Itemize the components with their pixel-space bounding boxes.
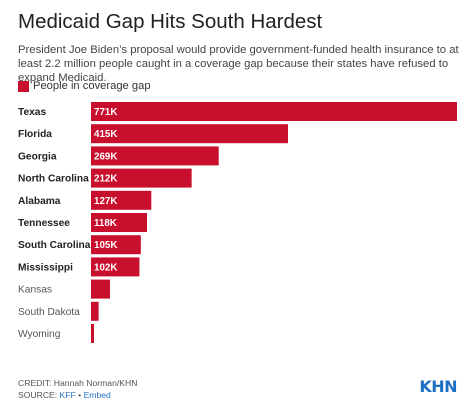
chart-title: Medicaid Gap Hits South Hardest — [18, 10, 323, 33]
embed-link[interactable]: Embed — [83, 389, 111, 400]
category-label: Wyoming — [18, 329, 61, 340]
category-label: Alabama — [18, 196, 61, 207]
source-prefix: SOURCE: — [18, 389, 60, 400]
bar-value-label: 771K — [94, 107, 117, 118]
bar[interactable] — [91, 257, 140, 277]
bar[interactable] — [91, 301, 99, 321]
category-label: Texas — [18, 107, 46, 118]
bar-chart: Texas 771K Florida 415K Georgia 269K North Car… — [18, 102, 457, 343]
bar-value-label: 415K — [94, 129, 117, 140]
bar-value-label: 105K — [94, 240, 117, 251]
source-line: SOURCE: KFF • Embed — [18, 390, 137, 402]
category-label: North Carolina — [18, 174, 89, 185]
legend-label: People in coverage gap — [33, 80, 151, 92]
bar-value-label: 118K — [94, 218, 117, 229]
category-label: Tennessee — [18, 218, 70, 229]
legend-swatch — [18, 80, 29, 92]
bar[interactable] — [91, 279, 110, 299]
source-separator: • — [75, 389, 84, 400]
chart-subtitle: President Joe Biden’s proposal would pro… — [18, 44, 459, 84]
bar[interactable] — [91, 124, 289, 144]
legend: People in coverage gap — [18, 80, 151, 92]
category-label: South Dakota — [18, 307, 80, 318]
category-label: Georgia — [18, 151, 57, 162]
bar[interactable] — [91, 324, 94, 343]
bar-value-label: 127K — [94, 196, 117, 207]
bar[interactable] — [91, 213, 148, 232]
category-label: Kansas — [18, 285, 52, 296]
bar-value-label: 269K — [94, 151, 117, 162]
source-link[interactable]: KFF — [59, 389, 76, 400]
credit-line: CREDIT: Hannah Norman/KHN — [18, 378, 138, 388]
bar-value-label: 212K — [94, 174, 117, 185]
bar[interactable] — [91, 168, 192, 188]
bar[interactable] — [91, 190, 152, 210]
category-label: South Carolina — [18, 240, 91, 251]
footer-credits: CREDIT: Hannah Norman/KHN SOURCE: KFF • … — [18, 378, 137, 401]
category-label: Florida — [18, 129, 52, 140]
khn-logo[interactable]: KHN — [419, 377, 457, 396]
bar[interactable] — [91, 102, 457, 121]
bar[interactable] — [91, 235, 141, 255]
bar[interactable] — [91, 146, 219, 166]
bar-value-label: 102K — [94, 262, 117, 273]
category-label: Mississippi — [18, 262, 73, 273]
